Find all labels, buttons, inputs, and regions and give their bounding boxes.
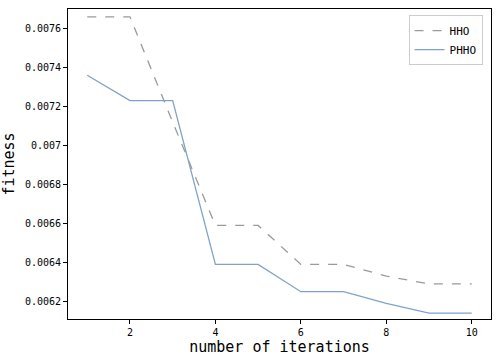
svg-text:8: 8 [383, 327, 389, 338]
svg-text:fitness: fitness [0, 132, 18, 195]
svg-text:HHO: HHO [450, 25, 470, 38]
svg-text:0.0064: 0.0064 [25, 257, 61, 268]
svg-text:0.0076: 0.0076 [25, 23, 61, 34]
svg-text:4: 4 [212, 327, 218, 338]
svg-text:0.0068: 0.0068 [25, 179, 61, 190]
svg-text:PHHO: PHHO [450, 44, 477, 57]
svg-text:2: 2 [127, 327, 133, 338]
svg-text:0.007: 0.007 [31, 140, 61, 151]
svg-text:0.0062: 0.0062 [25, 296, 61, 307]
svg-text:number of iterations: number of iterations [189, 338, 370, 356]
svg-text:10: 10 [466, 327, 478, 338]
svg-text:0.0066: 0.0066 [25, 218, 61, 229]
svg-text:0.0074: 0.0074 [25, 62, 61, 73]
svg-text:6: 6 [298, 327, 304, 338]
svg-text:0.0072: 0.0072 [25, 101, 61, 112]
